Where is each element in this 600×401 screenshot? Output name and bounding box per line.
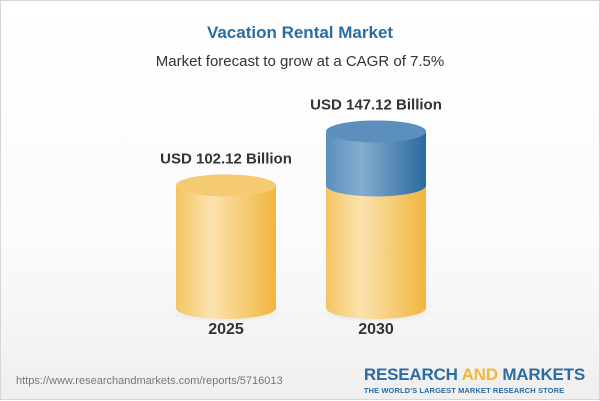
chart-subtitle: Market forecast to grow at a CAGR of 7.5…: [155, 53, 445, 70]
cylinder-top: [326, 120, 426, 143]
logo-text: AND: [461, 365, 498, 384]
data-label: USD 102.12 Billion: [160, 150, 292, 167]
cylinder-base-segment: [326, 185, 426, 319]
data-label: USD 147.12 Billion: [310, 96, 442, 113]
logo-tagline: THE WORLD'S LARGEST MARKET RESEARCH STOR…: [363, 386, 565, 395]
research-and-markets-logo: RESEARCH AND MARKETS THE WORLD'S LARGEST…: [364, 365, 585, 395]
logo-text: MARKETS: [497, 365, 585, 384]
source-url[interactable]: https://www.researchandmarkets.com/repor…: [16, 375, 283, 387]
cylinder-top: [176, 174, 276, 197]
category-label: 2030: [358, 321, 394, 338]
logo-text: RESEARCH: [363, 365, 462, 384]
category-label: 2025: [208, 321, 244, 338]
chart-title: Vacation Rental Market: [206, 23, 394, 42]
cylinder-base-segment: [176, 185, 276, 319]
cylinder-growth-segment: [326, 131, 426, 197]
